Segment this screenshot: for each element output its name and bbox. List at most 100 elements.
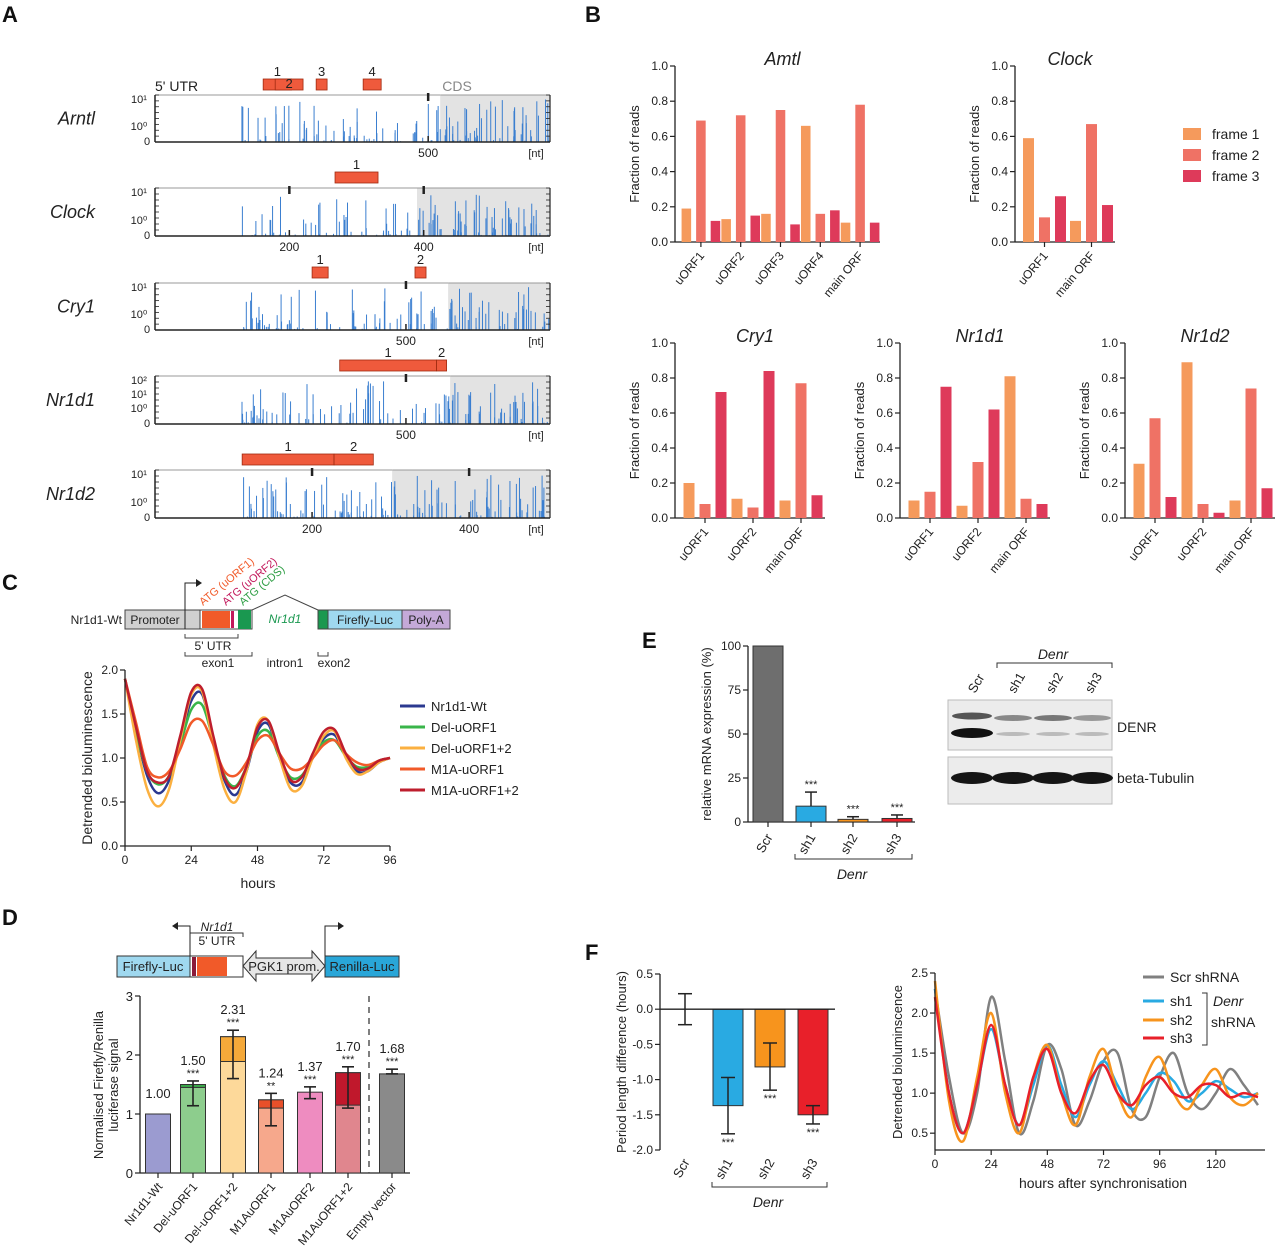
y-tick-label: 0.4 xyxy=(991,165,1008,179)
uorf-box xyxy=(436,359,448,372)
bar-frame1 xyxy=(779,500,791,518)
uorf-box xyxy=(362,78,382,91)
track-y-tick-label: 10¹ xyxy=(131,282,147,294)
bar-frame3 xyxy=(1213,512,1225,518)
bar-frame2 xyxy=(1039,217,1050,242)
uorf-label: 2 xyxy=(350,439,357,454)
x-tick-label: 120 xyxy=(1206,1157,1226,1171)
y-tick-label: 0.2 xyxy=(651,200,668,214)
bar xyxy=(379,1073,405,1174)
y-axis-label: Fraction of reads xyxy=(627,381,642,479)
uorf2-region xyxy=(231,611,234,628)
bar-frame2 xyxy=(795,383,807,518)
uorf-box xyxy=(241,453,335,466)
cds-region xyxy=(450,376,550,424)
uorf-box xyxy=(414,266,427,279)
exon1-bracket xyxy=(184,652,253,657)
y-tick-label: 1.0 xyxy=(991,59,1008,73)
y-tick-label: 2.5 xyxy=(911,966,928,980)
track-x-unit: [nt] xyxy=(528,336,543,348)
group-label: Denr xyxy=(837,866,869,882)
track-x-tick-label: 400 xyxy=(459,522,479,536)
y-tick-label: 0.0 xyxy=(991,235,1008,249)
tss-arrow-icon xyxy=(184,582,196,629)
uorf-label: 3 xyxy=(318,64,325,79)
polya-label: Poly-A xyxy=(408,613,443,627)
y-tick-label: 0.6 xyxy=(876,406,893,420)
legend-label: frame 3 xyxy=(1212,168,1260,184)
track-y-tick-label: 0 xyxy=(144,136,150,148)
track-x-unit: [nt] xyxy=(528,524,543,536)
category-label: main ORF xyxy=(986,525,1032,576)
bar-frame2 xyxy=(735,115,746,242)
bar-frame3 xyxy=(1102,205,1113,242)
group-label: Denr xyxy=(1038,646,1070,662)
category-label: uORF2 xyxy=(1174,525,1210,564)
track-y-tick-label: 0 xyxy=(144,324,150,336)
legend-group-label-2: shRNA xyxy=(1211,1014,1256,1030)
band xyxy=(996,732,1030,736)
line-chart-6: 0.0 0.5 1.0 1.5 2.0 0 24 48 72 96 hours Detrended b… xyxy=(79,663,519,891)
line-chart-10: 0.5 1.0 1.5 2.0 2.5 0 24 48 72 96 120 hours after s… xyxy=(890,966,1265,1191)
category-label: uORF1 xyxy=(901,525,937,564)
category-label: main ORF xyxy=(821,249,867,300)
significance-stars: *** xyxy=(187,1068,201,1080)
bar-frame1 xyxy=(681,208,692,242)
y-tick-label: 50 xyxy=(728,727,742,741)
y-tick-label: 1 xyxy=(126,1107,133,1122)
band xyxy=(1071,772,1113,784)
y-tick-label: 2.0 xyxy=(101,663,118,677)
x-tick-label: 48 xyxy=(251,853,265,867)
y-tick-label: 0.8 xyxy=(651,94,668,108)
significance-stars: *** xyxy=(227,1017,241,1029)
bar-frame3 xyxy=(763,371,775,518)
y-tick-label: 100 xyxy=(721,639,741,653)
uorf-label: 2 xyxy=(417,252,424,267)
bar-frame2 xyxy=(699,504,711,518)
bar-frame2 xyxy=(924,491,936,518)
significance-stars: *** xyxy=(805,779,819,791)
x-tick-label: 0 xyxy=(932,1157,939,1171)
blot-denr xyxy=(947,699,1113,751)
uorf-label: 1 xyxy=(353,157,360,172)
reporter-label: Firefly-Luc xyxy=(337,613,393,627)
bar-frame3 xyxy=(830,210,840,242)
bar-frame2 xyxy=(855,104,865,242)
x-tick-label: 24 xyxy=(185,853,199,867)
exon2-label: exon2 xyxy=(318,656,351,670)
uorf-label: 2 xyxy=(286,76,293,91)
exon1-label: exon1 xyxy=(202,656,235,670)
bar-frame1 xyxy=(956,505,968,518)
bar-frame1 xyxy=(1181,362,1193,518)
bar-frame2 xyxy=(815,213,826,242)
tss-arrow-left-icon xyxy=(178,925,191,956)
track-x-unit: [nt] xyxy=(528,148,543,160)
series-line-sh2 xyxy=(933,980,1259,1143)
renilla-luc-box xyxy=(324,955,400,978)
bar-frame2 xyxy=(696,120,706,242)
bar-frame1 xyxy=(1023,138,1034,242)
bar xyxy=(797,1008,829,1116)
category-label: sh1 xyxy=(795,831,818,857)
construct-label: Nr1d1-Wt xyxy=(71,613,123,627)
y-tick-label: 1.0 xyxy=(651,59,668,73)
denr-lane-bracket xyxy=(996,662,1113,668)
frame-chart-nr1d1: 0.0 0.2 0.4 0.6 0.8 1.0 Nr1d1 Fraction of reads… xyxy=(852,326,1050,576)
legend-label: sh2 xyxy=(1170,1012,1193,1028)
category-label: main ORF xyxy=(1052,249,1098,300)
bar-frame1 xyxy=(761,213,771,242)
significance-stars: *** xyxy=(847,804,861,816)
value-label: 1.00 xyxy=(145,1086,170,1101)
y-tick-label: 0.8 xyxy=(991,94,1008,108)
track-y-tick-label: 10¹ xyxy=(131,469,147,481)
lane-label: Scr xyxy=(965,671,988,696)
y-tick-label: 1.0 xyxy=(876,336,893,350)
uorf2-region xyxy=(192,957,196,976)
intron1-label: intron1 xyxy=(267,656,304,670)
lane-label: sh3 xyxy=(1082,670,1105,696)
x-axis-label: hours after synchronisation xyxy=(1019,1175,1187,1191)
bar xyxy=(837,818,869,823)
